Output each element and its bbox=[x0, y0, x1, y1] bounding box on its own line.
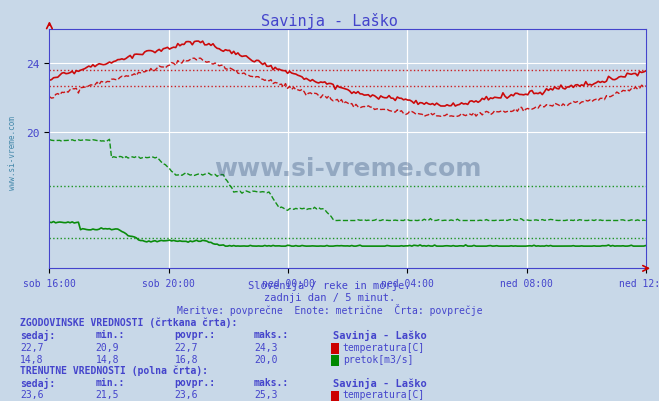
Text: pretok[m3/s]: pretok[m3/s] bbox=[343, 400, 413, 401]
Text: 13,8: 13,8 bbox=[175, 400, 198, 401]
Text: Savinja - Laško: Savinja - Laško bbox=[261, 13, 398, 29]
Text: 21,5: 21,5 bbox=[96, 389, 119, 399]
Text: Meritve: povprečne  Enote: metrične  Črta: povprečje: Meritve: povprečne Enote: metrične Črta:… bbox=[177, 303, 482, 315]
Text: sedaj:: sedaj: bbox=[20, 330, 55, 340]
Text: maks.:: maks.: bbox=[254, 330, 289, 340]
Text: www.si-vreme.com: www.si-vreme.com bbox=[8, 115, 17, 189]
Text: 22,7: 22,7 bbox=[20, 342, 43, 352]
Text: 22,7: 22,7 bbox=[175, 342, 198, 352]
Text: 23,6: 23,6 bbox=[20, 389, 43, 399]
Text: www.si-vreme.com: www.si-vreme.com bbox=[214, 156, 481, 180]
Text: 14,8: 14,8 bbox=[20, 354, 43, 364]
Text: ZGODOVINSKE VREDNOSTI (črtkana črta):: ZGODOVINSKE VREDNOSTI (črtkana črta): bbox=[20, 317, 237, 327]
Text: 24,3: 24,3 bbox=[254, 342, 277, 352]
Text: min.:: min.: bbox=[96, 330, 125, 340]
Text: 20,0: 20,0 bbox=[254, 354, 277, 364]
Text: 13,3: 13,3 bbox=[20, 400, 43, 401]
Text: sedaj:: sedaj: bbox=[20, 377, 55, 388]
Text: min.:: min.: bbox=[96, 377, 125, 387]
Text: Savinja - Laško: Savinja - Laško bbox=[333, 330, 426, 340]
Text: 23,6: 23,6 bbox=[175, 389, 198, 399]
Text: Savinja - Laško: Savinja - Laško bbox=[333, 377, 426, 388]
Text: povpr.:: povpr.: bbox=[175, 377, 215, 387]
Text: zadnji dan / 5 minut.: zadnji dan / 5 minut. bbox=[264, 292, 395, 302]
Text: Slovenija / reke in morje.: Slovenija / reke in morje. bbox=[248, 281, 411, 291]
Text: povpr.:: povpr.: bbox=[175, 330, 215, 340]
Text: temperatura[C]: temperatura[C] bbox=[343, 342, 425, 352]
Text: 16,8: 16,8 bbox=[175, 354, 198, 364]
Text: temperatura[C]: temperatura[C] bbox=[343, 389, 425, 399]
Text: 25,3: 25,3 bbox=[254, 389, 277, 399]
Text: 14,8: 14,8 bbox=[96, 354, 119, 364]
Text: pretok[m3/s]: pretok[m3/s] bbox=[343, 354, 413, 364]
Text: 20,9: 20,9 bbox=[96, 342, 119, 352]
Text: TRENUTNE VREDNOSTI (polna črta):: TRENUTNE VREDNOSTI (polna črta): bbox=[20, 365, 208, 375]
Text: maks.:: maks.: bbox=[254, 377, 289, 387]
Text: 14,9: 14,9 bbox=[254, 400, 277, 401]
Text: 13,3: 13,3 bbox=[96, 400, 119, 401]
